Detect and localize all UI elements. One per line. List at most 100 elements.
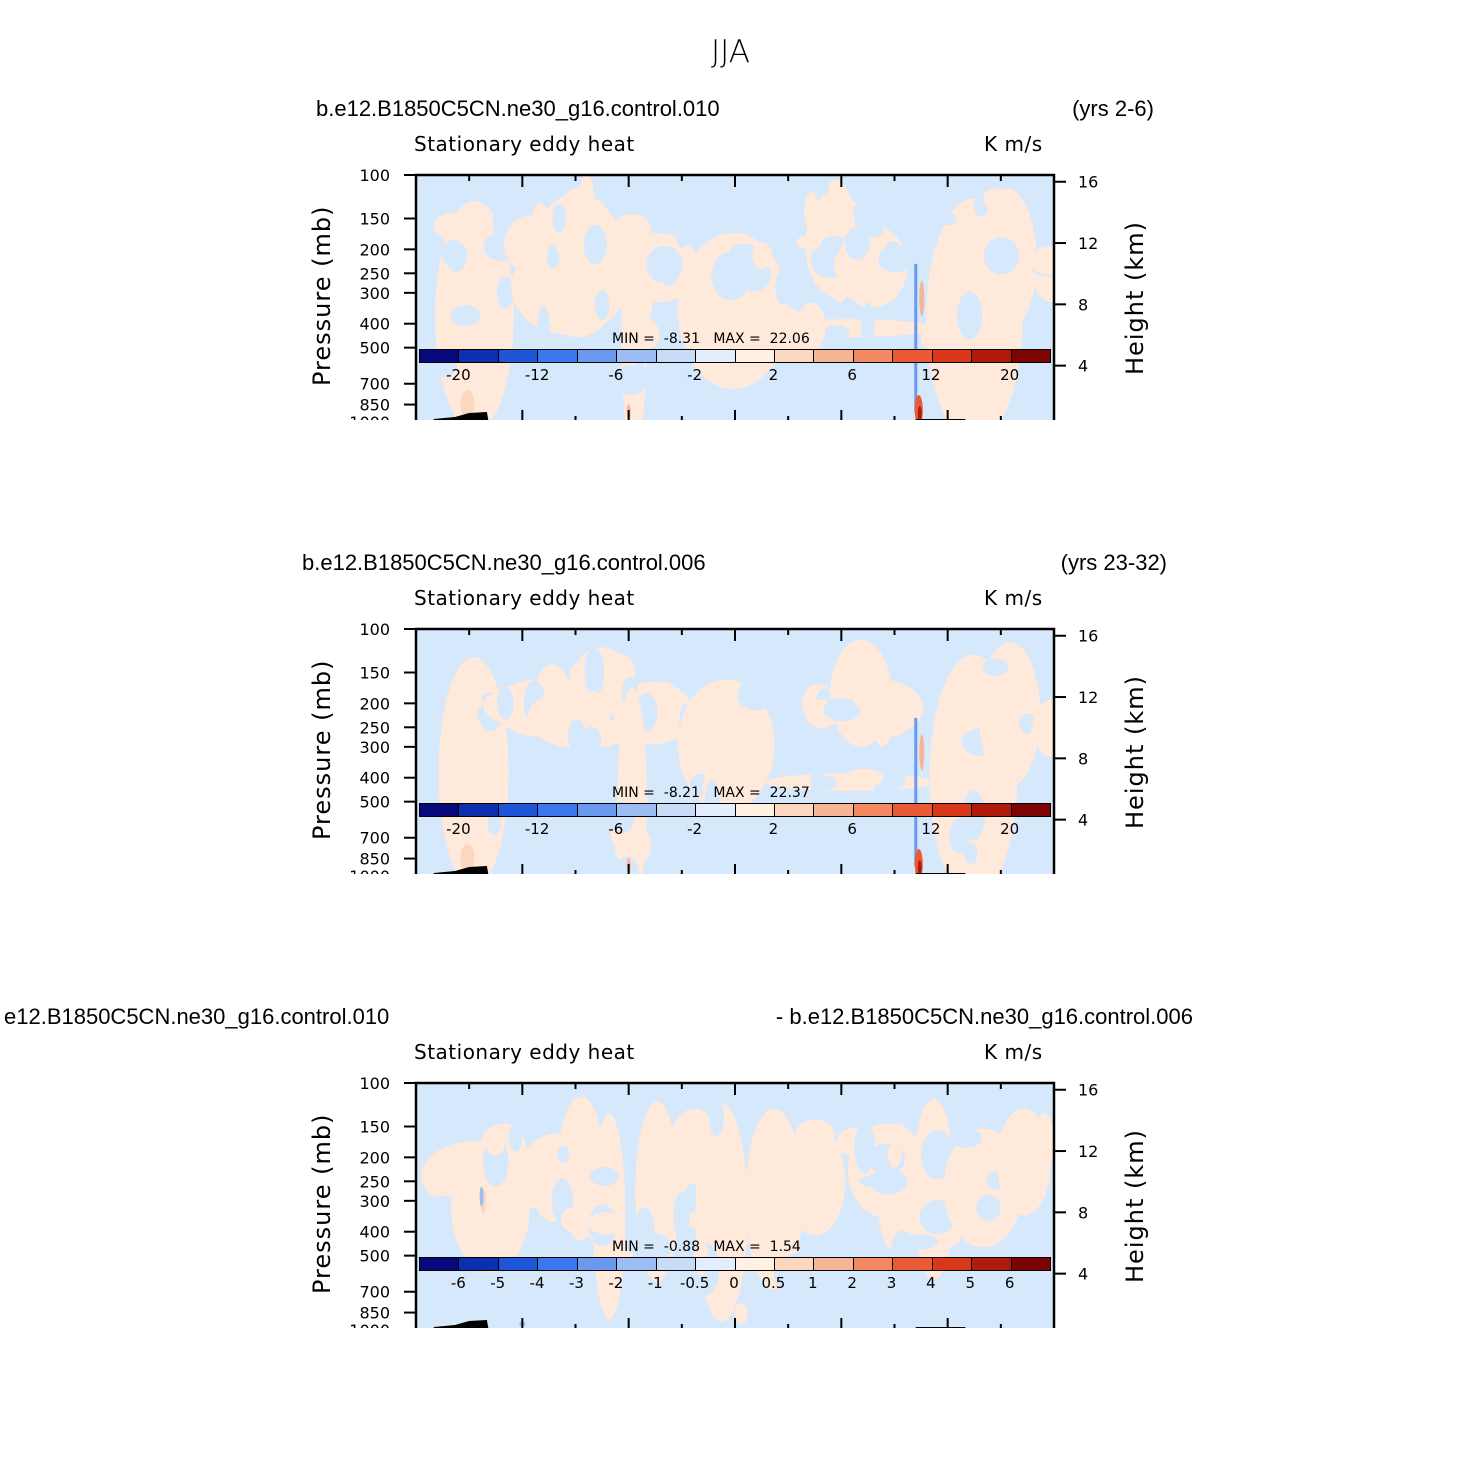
colorbar-label: 20 [1000, 820, 1020, 838]
colorbar-label: 6 [1004, 1274, 1015, 1292]
colorbar-label: -12 [524, 366, 550, 384]
contour-region-detail [861, 302, 875, 353]
y-tick-label: 500 [359, 339, 390, 358]
y-tick-label: 150 [359, 209, 390, 228]
y-tick-label-right: 4 [1078, 1265, 1088, 1284]
contour-plot: 060E120E180120W60W1001502002503004005007… [349, 620, 1098, 874]
colorbar-swatch [498, 1258, 539, 1270]
y-tick-label: 400 [359, 315, 390, 334]
y-tick-label-right: 16 [1078, 627, 1098, 646]
colorbar-swatch [617, 350, 657, 362]
contour-region-detail [821, 325, 850, 340]
colorbar-swatch [577, 1258, 618, 1270]
y-tick-label: 400 [359, 769, 390, 788]
y-tick-label-right: 8 [1078, 295, 1088, 314]
contour-region-detail [844, 768, 884, 788]
contour-region-detail [613, 213, 651, 247]
y-tick-label: 200 [359, 694, 390, 713]
colorbar-swatch [1011, 350, 1050, 362]
y-axis-title: Pressure (mb) [308, 205, 336, 386]
y-tick-label-right: 8 [1078, 749, 1088, 768]
colorbar-swatch [538, 350, 578, 362]
contour-region-detail [823, 697, 861, 722]
colorbar-label: -12 [524, 820, 550, 838]
colorbar-label: -5 [490, 1274, 506, 1292]
contour-region-strong-positive [460, 844, 475, 872]
colorbar-label: 1 [807, 1274, 818, 1292]
contour-region-detail [583, 224, 607, 265]
y-tick-label: 100 [359, 620, 390, 639]
panel-case-title-right: (yrs 23-32) [1060, 550, 1167, 575]
contour-region-detail [1029, 246, 1054, 275]
colorbar-swatch [498, 350, 539, 362]
colorbar [419, 349, 1051, 363]
panel-case-title-left: b.e12.B1850C5CN.ne30_g16.control.010 [316, 96, 720, 121]
y-tick-label: 700 [359, 375, 390, 394]
contour-region-detail [775, 268, 791, 306]
colorbar-swatch [814, 804, 854, 816]
contour-region-strong-negative [914, 263, 918, 413]
contour-region-detail [508, 1123, 523, 1152]
contour-region-detail [794, 1119, 835, 1153]
colorbar-swatch [538, 804, 578, 816]
y-tick-label: 250 [359, 1172, 390, 1191]
colorbar-label: 0 [729, 1274, 739, 1292]
contour-region-detail [497, 686, 514, 720]
colorbar-swatch [735, 1258, 775, 1270]
panel-3: e12.B1850C5CN.ne30_g16.control.010 - b.e… [0, 908, 1461, 1358]
colorbar-label: -20 [446, 820, 471, 838]
y-tick-label: 150 [359, 663, 390, 682]
contour-region-detail [732, 706, 755, 748]
colorbar-label: 5 [965, 1274, 976, 1292]
colorbar-label: 6 [847, 366, 857, 384]
colorbar-swatch [696, 1258, 736, 1270]
colorbar-swatch [459, 1258, 499, 1270]
colorbar-swatch [774, 1258, 815, 1270]
contour-region-detail [594, 290, 610, 320]
contour-region-strong-negative [479, 1186, 484, 1207]
y-tick-label: 850 [359, 850, 390, 869]
contour-region-detail [579, 175, 595, 224]
y-tick-label: 1000 [349, 867, 390, 874]
y-tick-label-right: 12 [1078, 688, 1098, 707]
y-tick-label: 700 [359, 1283, 390, 1302]
contour-region-detail [810, 762, 825, 802]
contour-region-detail [537, 305, 550, 357]
colorbar-swatch [932, 350, 973, 362]
contour-region-detail [949, 818, 970, 855]
contour-region-detail [982, 658, 1009, 676]
y-tick-label: 100 [359, 166, 390, 185]
min-value: -8.31 [663, 331, 714, 347]
contour-region-detail [634, 1232, 672, 1264]
colorbar-label: -2 [687, 820, 703, 838]
colorbar-swatch [814, 1258, 854, 1270]
colorbar-swatch [893, 350, 933, 362]
colorbar-label: 20 [1000, 366, 1020, 384]
contour-region-detail [737, 679, 773, 711]
colorbar-label: 6 [847, 820, 857, 838]
colorbar-swatch [853, 1258, 894, 1270]
colorbar-label: -2 [608, 1274, 624, 1292]
contour-region-detail [484, 1130, 505, 1156]
contour-region-detail [1046, 707, 1054, 719]
contour-region-detail [584, 647, 605, 697]
colorbar-label: -20 [446, 366, 471, 384]
contour-region-strong-positive [460, 390, 475, 418]
colorbar-swatch [459, 350, 499, 362]
y-tick-label: 300 [359, 284, 390, 303]
colorbar-label: 2 [768, 366, 779, 384]
contour-region-detail [1000, 654, 1032, 699]
panel-1: b.e12.B1850C5CN.ne30_g16.control.010 (yr… [0, 0, 1461, 450]
colorbar-label: 2 [847, 1274, 857, 1292]
max-label: MAX = [713, 785, 770, 801]
contour-regions-positive [433, 175, 1054, 420]
min-value: -8.21 [663, 785, 714, 801]
min-max-readout: MIN = -8.31 MAX = 22.06 [612, 331, 810, 347]
colorbar-label: 3 [886, 1274, 897, 1292]
contour-region-detail [587, 1212, 625, 1235]
colorbar-swatch [420, 804, 460, 816]
y-tick-label: 1000 [349, 1321, 390, 1328]
colorbar-swatch [420, 350, 460, 362]
y-tick-label: 1000 [349, 413, 390, 420]
topography [433, 412, 489, 420]
